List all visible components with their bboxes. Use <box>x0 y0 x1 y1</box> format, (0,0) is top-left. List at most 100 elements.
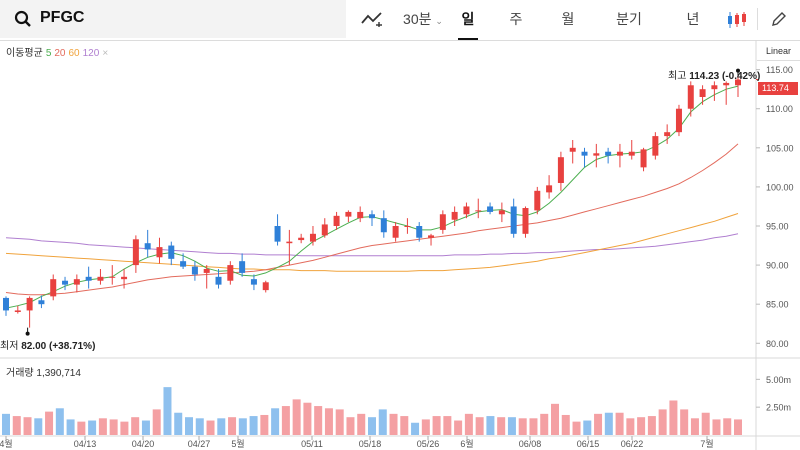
ma120-line <box>5 233 739 257</box>
candle-body <box>286 241 293 244</box>
candle-body <box>132 239 139 266</box>
candle-body <box>321 224 328 236</box>
volume-bar <box>572 421 581 435</box>
search-icon <box>14 10 31 27</box>
candle-body <box>616 151 623 156</box>
volume-bar <box>131 417 140 435</box>
volume-bar <box>34 418 43 435</box>
volume-bar <box>712 419 721 435</box>
date-tick-label: 05/11 <box>301 439 323 449</box>
volume-bar <box>561 414 570 435</box>
candle-body <box>652 136 659 156</box>
candle-body <box>416 226 423 238</box>
candle-body <box>227 265 234 281</box>
close-icon[interactable]: × <box>102 48 109 59</box>
volume-tick-label: 2.50m <box>766 403 791 413</box>
volume-bar <box>637 417 646 435</box>
interval-dropdown[interactable]: 30분 ⌄ <box>400 0 446 40</box>
candle-body <box>121 276 128 280</box>
volume-bar <box>669 400 678 435</box>
volume-bar <box>206 420 215 435</box>
pencil-icon <box>772 12 786 26</box>
volume-bar <box>249 416 258 435</box>
price-tick-label: 85.00 <box>766 300 789 310</box>
symbol-input[interactable]: PFGC <box>40 9 85 26</box>
volume-bar <box>421 419 430 435</box>
volume-bar <box>658 409 667 435</box>
volume-bar <box>378 409 387 435</box>
volume-legend[interactable]: 거래량 1,390,714 <box>6 364 81 379</box>
volume-bar <box>529 418 538 435</box>
volume-bar <box>88 420 97 435</box>
date-tick-label: 04/13 <box>74 439 97 449</box>
volume-bar <box>400 416 409 435</box>
candle-body <box>451 211 458 220</box>
candle-body <box>664 132 671 137</box>
chart-type-button[interactable] <box>722 0 754 40</box>
candle-body <box>239 261 246 273</box>
volume-bar <box>604 412 613 435</box>
tab-month[interactable]: 월 <box>561 11 575 27</box>
volume-bar <box>55 408 64 435</box>
volume-bar <box>615 412 624 435</box>
candle-body <box>50 279 57 297</box>
ma5-line <box>5 85 739 309</box>
high-marker-dot <box>736 68 740 73</box>
candlestick-icon <box>728 12 746 28</box>
chevron-down-icon: ⌄ <box>435 16 443 26</box>
moving-average-legend[interactable]: 이동평균 5 20 60 120 × <box>6 44 111 59</box>
candle-body <box>62 280 69 285</box>
volume-bar <box>432 416 441 435</box>
tab-day[interactable]: 일 <box>458 0 478 40</box>
volume-bar <box>185 417 193 435</box>
tab-quarter[interactable]: 분기 <box>616 11 642 27</box>
volume-bar <box>368 417 376 435</box>
volume-bar <box>2 413 10 435</box>
candle-body <box>675 108 682 133</box>
volume-bar <box>723 418 732 435</box>
date-tick-label: 04/27 <box>188 439 211 449</box>
candle-body <box>215 276 222 285</box>
indicator-button[interactable] <box>352 0 392 40</box>
candle-body <box>581 151 588 156</box>
candle-body <box>357 211 364 219</box>
volume-legend-value: 1,390,714 <box>36 368 81 379</box>
candle-body <box>428 235 435 238</box>
candle-body <box>723 82 730 86</box>
draw-button[interactable] <box>764 0 794 40</box>
ma-period-5: 5 <box>45 48 52 59</box>
volume-bar <box>23 417 32 435</box>
candle-body <box>735 79 741 86</box>
candle-body <box>38 300 45 305</box>
volume-bar <box>346 417 355 435</box>
symbol-search[interactable]: PFGC <box>0 0 346 38</box>
tab-week[interactable]: 주 <box>509 11 523 27</box>
volume-bar <box>12 416 21 435</box>
volume-bar <box>228 417 237 435</box>
ma20-line <box>5 143 739 296</box>
volume-bar <box>174 412 183 435</box>
candle-body <box>628 151 635 156</box>
high-price-label: 최고 114.23 (-0.42%) <box>668 67 760 82</box>
candle-body <box>487 206 494 212</box>
volume-bar <box>701 412 710 435</box>
candle-body <box>250 279 257 285</box>
candle-body <box>345 211 352 217</box>
volume-bar <box>217 418 226 435</box>
candle-body <box>14 310 21 312</box>
volume-bar <box>152 409 161 435</box>
candle-body <box>546 185 553 193</box>
volume-bar <box>195 418 204 435</box>
candle-body <box>498 210 505 215</box>
volume-bar <box>475 417 484 435</box>
volume-bar <box>357 413 366 435</box>
candle-body <box>298 237 305 241</box>
candle-body <box>392 226 399 238</box>
price-tick-label: 115.00 <box>766 65 793 75</box>
candle-body <box>85 276 92 281</box>
date-tick-label: 05/18 <box>359 439 382 449</box>
tab-year[interactable]: 년 <box>686 11 700 27</box>
low-price-label: 최저 82.00 (+38.71%) <box>0 337 95 352</box>
scale-toggle[interactable]: Linear <box>757 46 800 61</box>
